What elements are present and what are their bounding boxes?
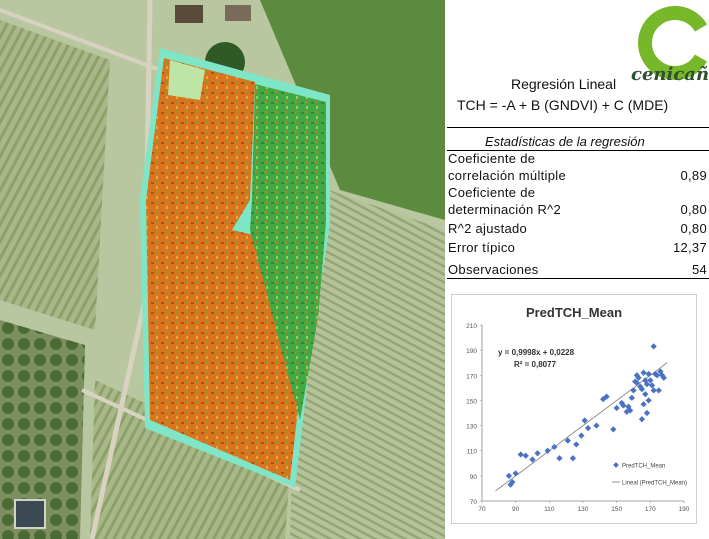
x-tick-label: 110 [544, 506, 555, 513]
aerial-field-image [0, 0, 445, 539]
data-point [505, 472, 513, 479]
logo-text: cenicaña [631, 64, 709, 85]
field-lot-top-right [260, 0, 445, 220]
data-point [640, 369, 647, 376]
x-tick-label: 70 [478, 506, 486, 513]
divider [447, 278, 709, 279]
cenicana-logo-icon [638, 6, 708, 80]
stat-row-determination: Coeficiente de determinación R^2 0,80 [448, 184, 707, 218]
scatter-chart: PredTCH_Mean 70 90 110 130 150 170 190 210 70 90 11… [451, 294, 697, 524]
data-point [556, 455, 563, 462]
stat-value: 12,37 [672, 240, 707, 255]
y-tick-label: 150 [466, 398, 477, 405]
regression-panel: cenicaña Regresión Lineal TCH = -A + B (… [445, 0, 709, 539]
regression-equation: TCH = -A + B (GNDVI) + C (MDE) [457, 97, 669, 113]
building [175, 5, 203, 23]
y-tick-label: 190 [466, 348, 477, 355]
data-point [517, 451, 524, 458]
legend-label: PredTCH_Mean [622, 464, 665, 470]
x-tick-label: 190 [679, 506, 690, 513]
stat-label: determinación R^2 [448, 202, 562, 217]
data-point [638, 416, 646, 423]
chart-title: PredTCH_Mean [526, 305, 622, 320]
gndvi-field-green [250, 84, 326, 420]
stat-row-observations: Observaciones 54 [448, 259, 707, 278]
y-tick-label: 90 [470, 474, 478, 481]
data-point [534, 450, 541, 457]
stat-label: Error típico [448, 240, 516, 255]
trend-line [495, 362, 668, 492]
data-point [643, 409, 651, 417]
y-tick-label: 170 [466, 373, 477, 380]
stat-label: Coeficiente de [448, 151, 536, 166]
data-point [593, 422, 600, 429]
pond [14, 499, 46, 529]
divider [447, 150, 709, 151]
scatter-chart-svg: PredTCH_Mean 70 90 110 130 150 170 190 210 70 90 11… [466, 305, 690, 513]
data-point [569, 455, 577, 462]
stat-row-error: Error típico 12,37 [448, 237, 707, 256]
data-point [544, 447, 551, 454]
stat-value: 54 [691, 262, 707, 277]
stat-label: R^2 ajustado [448, 221, 528, 236]
field-lot-bottom-left [0, 320, 85, 539]
y-tick-label: 210 [466, 323, 477, 330]
data-point [640, 401, 647, 408]
x-tick-label: 90 [512, 506, 520, 513]
y-tick-label: 110 [467, 449, 478, 456]
field-lot-right [290, 180, 445, 539]
data-point [642, 391, 649, 398]
gndvi-field-green-patch [168, 60, 205, 100]
data-point [648, 382, 656, 389]
data-point [655, 387, 662, 394]
stat-value: 0,80 [680, 202, 707, 217]
data-point [630, 387, 637, 394]
y-tick-label: 130 [466, 424, 477, 431]
x-tick-label: 150 [611, 506, 622, 513]
r-squared: R² = 0,8077 [514, 360, 557, 369]
legend-marker [613, 462, 619, 468]
legend-label: Lineal (PredTCH_Mean) [622, 481, 687, 487]
data-point [645, 370, 652, 378]
data-point [578, 432, 585, 439]
y-tick-label: 70 [470, 499, 478, 506]
gndvi-field-orange [146, 58, 320, 480]
data-point [573, 441, 580, 448]
stat-row-correlation: Coeficiente de correlación múltiple 0,89 [448, 150, 707, 184]
x-tick-label: 130 [578, 506, 589, 513]
data-point [613, 404, 620, 412]
road [0, 8, 161, 72]
stat-row-adjusted: R^2 ajustado 0,80 [448, 218, 707, 237]
trend-equation: y = 0,9998x + 0,0228 [498, 348, 575, 357]
stat-label: Observaciones [448, 262, 539, 277]
divider [447, 127, 709, 128]
data-point [584, 424, 592, 432]
data-point [650, 343, 657, 350]
data-point [627, 407, 634, 414]
stat-value: 0,89 [680, 168, 707, 183]
stat-value: 0,80 [680, 221, 707, 236]
data-point [610, 426, 617, 433]
data-point [628, 394, 635, 402]
data-point [551, 443, 558, 451]
regression-title: Regresión Lineal [511, 76, 617, 92]
field-lot-bottom [90, 380, 290, 539]
x-tick-label: 170 [645, 506, 656, 513]
building [225, 5, 251, 21]
field-lot-left [0, 20, 110, 330]
data-point [522, 452, 529, 459]
data-point [645, 397, 652, 404]
stat-label: Coeficiente de [448, 185, 536, 200]
stat-label: correlación múltiple [448, 168, 566, 183]
data-point [512, 470, 519, 477]
stats-title: Estadísticas de la regresión [485, 134, 645, 149]
